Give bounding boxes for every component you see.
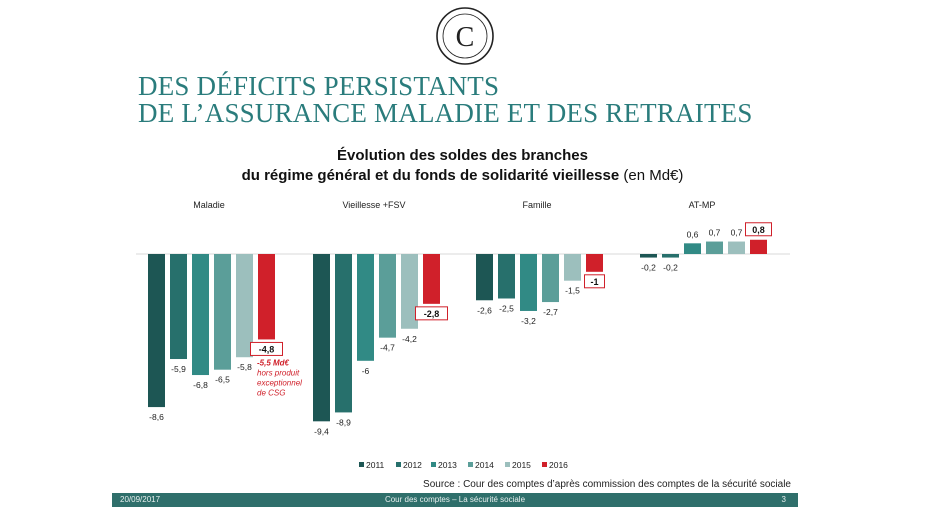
bar-at-mp-2014	[706, 241, 723, 254]
value-label-maladie-2015: -5,8	[237, 362, 252, 372]
footer-title: Cour des comptes – La sécurité sociale	[384, 495, 526, 504]
category-label-at-mp: AT-MP	[689, 200, 716, 210]
bar-famille-2014	[542, 254, 559, 303]
annotation-line-1: -5,5 Md€	[257, 358, 290, 367]
slide-title: DES DÉFICITS PERSISTANTS DE L’ASSURANCE …	[138, 73, 838, 127]
value-label-maladie-2016: -4,8	[259, 344, 275, 354]
annotation-line-2: hors produit	[257, 368, 300, 377]
value-label-at-mp-2013: 0,6	[687, 229, 699, 239]
footer-date: 20/09/2017	[120, 495, 161, 504]
chart-title-line-1: Évolution des soldes des branches	[337, 147, 588, 164]
bar-at-mp-2012	[662, 254, 679, 258]
legend-label-2015: 2015	[512, 460, 531, 470]
legend-swatch-2016	[542, 462, 547, 467]
value-label-famille-2012: -2,5	[499, 304, 514, 314]
legend-swatch-2011	[359, 462, 364, 467]
bar-vieillesse-fsv-2012	[335, 254, 352, 413]
bar-famille-2015	[564, 254, 581, 281]
legend-swatch-2013	[431, 462, 436, 467]
legend-label-2014: 2014	[475, 460, 494, 470]
bar-maladie-2013	[192, 254, 209, 376]
bar-vieillesse-fsv-2014	[379, 254, 396, 338]
bar-famille-2013	[520, 254, 537, 311]
source-note: Source : Cour des comptes d’après commis…	[423, 479, 791, 490]
bar-vieillesse-fsv-2016	[423, 254, 440, 304]
value-label-at-mp-2015: 0,7	[731, 228, 743, 238]
value-label-vieillesse-fsv-2013: -6	[362, 366, 370, 376]
legend-swatch-2014	[468, 462, 473, 467]
bar-at-mp-2011	[640, 254, 657, 258]
value-label-at-mp-2014: 0,7	[709, 228, 721, 238]
bar-at-mp-2015	[728, 241, 745, 254]
value-label-vieillesse-fsv-2011: -9,4	[314, 426, 329, 436]
bar-at-mp-2013	[684, 243, 701, 254]
bar-famille-2011	[476, 254, 493, 301]
value-label-vieillesse-fsv-2016: -2,8	[424, 309, 440, 319]
bar-maladie-2014	[214, 254, 231, 370]
value-label-famille-2011: -2,6	[477, 305, 492, 315]
footer-bar: 20/09/2017 Cour des comptes – La sécurit…	[112, 493, 798, 507]
legend-label-2013: 2013	[438, 460, 457, 470]
chart-title-unit: (en Md€)	[619, 167, 684, 184]
slide-title-line-1: DES DÉFICITS PERSISTANTS	[138, 71, 500, 101]
legend-label-2016: 2016	[549, 460, 568, 470]
value-label-at-mp-2012: -0,2	[663, 263, 678, 273]
footer-page-number: 3	[781, 495, 786, 504]
cour-des-comptes-logo: C	[435, 6, 495, 66]
value-label-maladie-2012: -5,9	[171, 364, 186, 374]
value-label-box-famille-2016	[584, 274, 605, 289]
bar-vieillesse-fsv-2011	[313, 254, 330, 422]
chart-title-line-2: du régime général et du fonds de solidar…	[241, 167, 620, 184]
category-label-vieillesse-fsv: Vieillesse +FSV	[342, 200, 405, 210]
value-label-box-at-mp-2016	[745, 222, 772, 237]
value-label-maladie-2011: -8,6	[149, 412, 164, 422]
value-label-at-mp-2016: 0,8	[752, 225, 765, 235]
category-label-famille: Famille	[522, 200, 551, 210]
bar-famille-2012	[498, 254, 515, 299]
bar-vieillesse-fsv-2015	[401, 254, 418, 329]
chart-title: Évolution des soldes des branches du rég…	[150, 146, 775, 186]
legend-label-2011: 2011	[366, 460, 385, 470]
bar-at-mp-2016	[750, 239, 767, 254]
category-label-maladie: Maladie	[193, 200, 225, 210]
value-label-box-maladie-2016	[250, 341, 283, 356]
slide-title-line-2: DE L’ASSURANCE MALADIE ET DES RETRAITES	[138, 98, 753, 128]
bar-famille-2016	[586, 254, 603, 272]
value-label-box-vieillesse-fsv-2016	[415, 306, 448, 321]
bar-vieillesse-fsv-2013	[357, 254, 374, 361]
value-label-famille-2016: -1	[590, 277, 598, 287]
annotation-line-3: exceptionnel	[257, 378, 302, 387]
legend-swatch-2015	[505, 462, 510, 467]
value-label-maladie-2013: -6,8	[193, 380, 208, 390]
bar-maladie-2016	[258, 254, 275, 340]
value-label-vieillesse-fsv-2012: -8,9	[336, 417, 351, 427]
value-label-famille-2014: -2,7	[543, 307, 558, 317]
legend-swatch-2012	[396, 462, 401, 467]
bar-maladie-2011	[148, 254, 165, 408]
svg-text:C: C	[456, 22, 475, 53]
value-label-vieillesse-fsv-2014: -4,7	[380, 343, 395, 353]
legend-label-2012: 2012	[403, 460, 422, 470]
value-label-vieillesse-fsv-2015: -4,2	[402, 334, 417, 344]
value-label-maladie-2014: -6,5	[215, 375, 230, 385]
annotation-line-4: de CSG	[257, 388, 285, 397]
bar-maladie-2015	[236, 254, 253, 358]
bar-maladie-2012	[170, 254, 187, 360]
value-label-famille-2015: -1,5	[565, 286, 580, 296]
value-label-famille-2013: -3,2	[521, 316, 536, 326]
value-label-at-mp-2011: -0,2	[641, 263, 656, 273]
